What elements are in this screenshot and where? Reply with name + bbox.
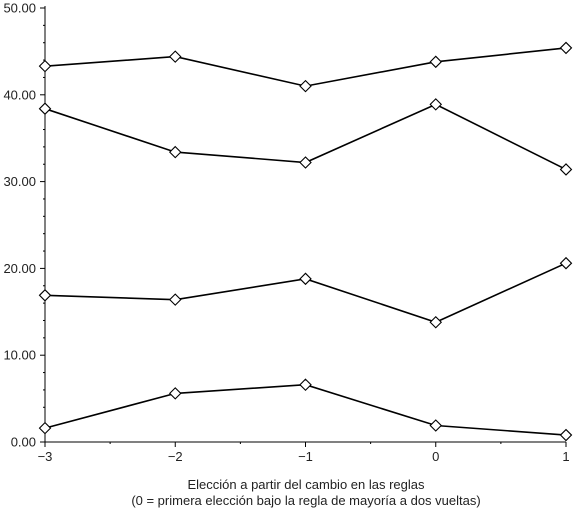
series-4	[38, 378, 573, 442]
data-point-diamond	[429, 419, 443, 432]
data-point-diamond	[559, 428, 573, 442]
chart-series	[38, 41, 573, 442]
y-tick-label: 20.00	[3, 261, 36, 276]
y-tick-label: 10.00	[3, 348, 36, 363]
data-point-diamond	[559, 256, 573, 270]
x-tick-label: 1	[562, 449, 569, 464]
axis-titles: Elección a partir del cambio en las regl…	[131, 477, 480, 508]
series-line	[44, 383, 567, 436]
data-point-diamond	[38, 102, 52, 115]
series-2	[38, 98, 573, 176]
series-line	[44, 262, 567, 324]
x-tick-label: −1	[298, 449, 313, 464]
data-point-diamond	[299, 272, 312, 286]
data-point-diamond	[299, 378, 312, 391]
tick-labels: 0.00 10.00 20.00 30.00 40.00 50.00 −3 −2 −1 0 1	[3, 1, 569, 465]
x-tick-label: −3	[38, 449, 53, 464]
chart-axes	[44, 6, 566, 443]
series-1	[38, 41, 573, 93]
series-3	[38, 256, 573, 329]
y-tick-label: 30.00	[3, 174, 36, 189]
data-point-diamond	[429, 98, 443, 111]
data-point-diamond	[168, 50, 182, 63]
axis-ticks	[40, 7, 567, 447]
data-point-diamond	[168, 387, 182, 400]
x-axis-title-line-1: Elección a partir del cambio en las regl…	[187, 477, 425, 492]
data-point-diamond	[299, 79, 312, 93]
data-point-diamond	[559, 163, 573, 176]
data-point-diamond	[168, 145, 182, 159]
y-tick-label: 0.00	[11, 435, 36, 450]
y-tick-label: 40.00	[3, 87, 36, 102]
data-point-diamond	[38, 289, 52, 302]
data-point-diamond	[429, 315, 443, 329]
data-point-diamond	[559, 41, 573, 55]
data-point-diamond	[168, 293, 182, 306]
data-point-diamond	[429, 55, 443, 69]
y-tick-label: 50.00	[3, 1, 36, 16]
x-tick-label: −2	[168, 449, 183, 464]
x-axis-title-line-2: (0 = primera elección bajo la regla de m…	[131, 493, 480, 508]
data-point-diamond	[38, 59, 52, 73]
data-point-diamond	[38, 421, 52, 435]
x-tick-label: 0	[432, 449, 439, 464]
data-point-diamond	[299, 156, 312, 169]
